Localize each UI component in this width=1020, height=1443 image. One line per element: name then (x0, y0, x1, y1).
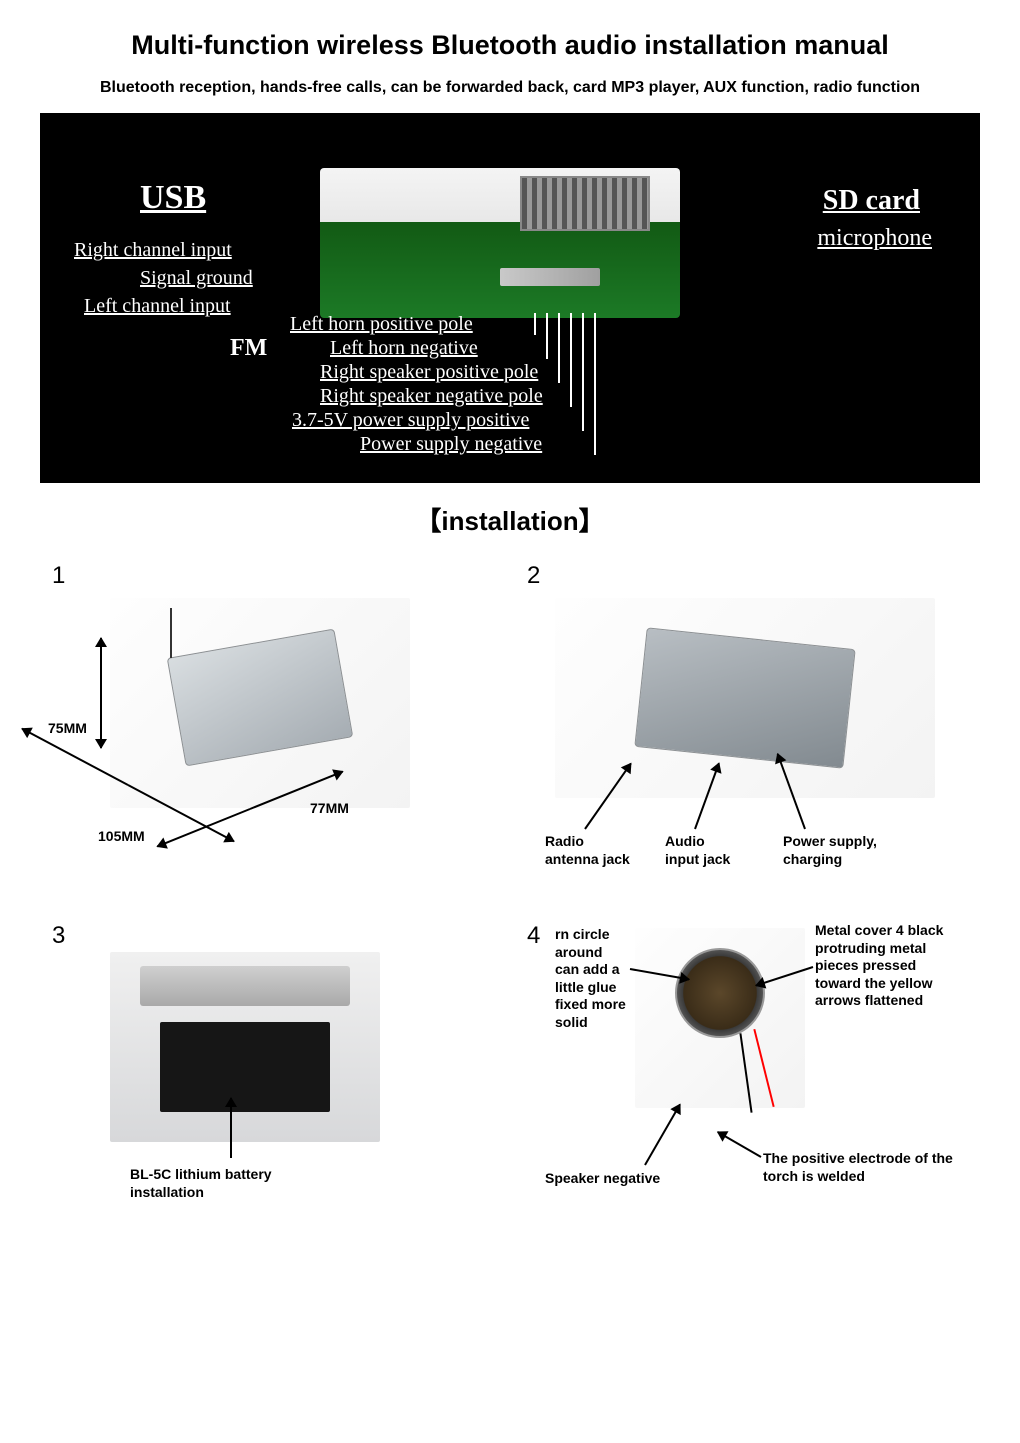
right-spk-neg-label: Right speaker negative pole (320, 385, 543, 408)
page-subtitle: Bluetooth reception, hands-free calls, c… (40, 79, 980, 97)
left-horn-pos-label: Left horn positive pole (290, 313, 473, 336)
dim-width: 77MM (310, 800, 349, 818)
step-number: 4 (527, 922, 540, 950)
step-number: 1 (52, 562, 65, 590)
antenna-jack-label: Radio antenna jack (545, 833, 635, 868)
signal-ground-label: Signal ground (140, 267, 253, 290)
right-spk-pos-label: Right speaker positive pole (320, 361, 538, 384)
step-1: 1 75MM 105MM 77MM (40, 558, 505, 908)
step-number: 3 (52, 922, 65, 950)
power-jack-label: Power supply, charging (783, 833, 893, 868)
pcb-illustration (320, 168, 680, 318)
right-channel-label: Right channel input (74, 239, 232, 262)
dim-height: 75MM (48, 720, 87, 738)
step-2: 2 Radio antenna jack Audio input jack Po… (515, 558, 980, 908)
speaker-negative-label: Speaker negative (545, 1170, 660, 1188)
dim-depth: 105MM (98, 828, 145, 846)
metal-cover-label: Metal cover 4 black protruding metal pie… (815, 922, 965, 1010)
left-horn-neg-label: Left horn negative (330, 337, 478, 360)
step-number: 2 (527, 562, 540, 590)
fm-label: FM (230, 335, 267, 362)
power-neg-label: Power supply negative (360, 433, 542, 456)
step-3: 3 BL-5C lithium battery installation (40, 918, 505, 1238)
installation-steps: 1 75MM 105MM 77MM 2 Radio antenna jack A… (40, 558, 980, 1238)
microphone-label: microphone (817, 225, 932, 252)
board-diagram: USB SD card microphone Right channel inp… (40, 113, 980, 483)
power-pos-label: 3.7-5V power supply positive (292, 409, 529, 432)
battery-caption: BL-5C lithium battery installation (130, 1166, 330, 1201)
step-4: 4 rn circle around can add a little glue… (515, 918, 980, 1238)
page-title: Multi-function wireless Bluetooth audio … (40, 30, 980, 61)
sd-label: SD card (823, 185, 920, 217)
speaker-positive-label: The positive electrode of the torch is w… (763, 1150, 983, 1185)
installation-heading: 【installation】 (40, 501, 980, 538)
usb-label: USB (140, 179, 206, 217)
left-channel-label: Left channel input (84, 295, 231, 318)
glue-label: rn circle around can add a little glue f… (555, 926, 630, 1031)
audio-jack-label: Audio input jack (665, 833, 735, 868)
